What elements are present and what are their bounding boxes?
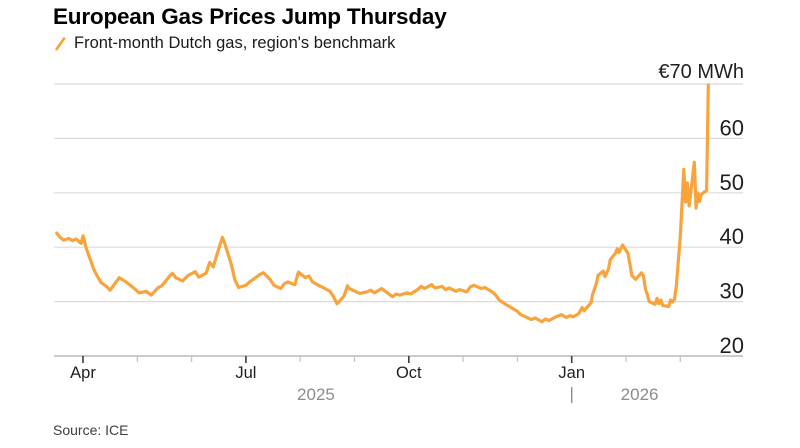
y-axis-unit-label: €70 MWh — [658, 61, 744, 83]
chart-title: European Gas Prices Jump Thursday — [53, 4, 447, 29]
y-axis-tick-label: 50 — [720, 170, 744, 195]
line-series-slash-icon — [55, 36, 66, 51]
y-axis-tick-label: 30 — [720, 279, 744, 304]
year-label: 2025 — [297, 385, 335, 404]
x-axis-month-label: Apr — [70, 364, 96, 382]
price-line — [55, 83, 710, 324]
legend-label: Front-month Dutch gas, region's benchmar… — [74, 34, 396, 52]
source-note: Source: ICE — [53, 422, 129, 438]
y-axis-tick-label: 20 — [720, 333, 744, 358]
x-axis-month-label: Jan — [558, 364, 585, 382]
y-axis-tick-label: 40 — [720, 224, 744, 249]
price-line-chart: €70 MWh 60 50 40 30 20 Apr Jul Oct Jan 2025 2026 — [54, 61, 744, 404]
chart-legend: Front-month Dutch gas, region's benchmar… — [54, 34, 395, 53]
year-label: 2026 — [621, 385, 659, 404]
x-axis-month-label: Jul — [235, 364, 256, 382]
y-axis-tick-label: 60 — [720, 115, 744, 140]
x-axis-month-label: Oct — [396, 364, 422, 382]
